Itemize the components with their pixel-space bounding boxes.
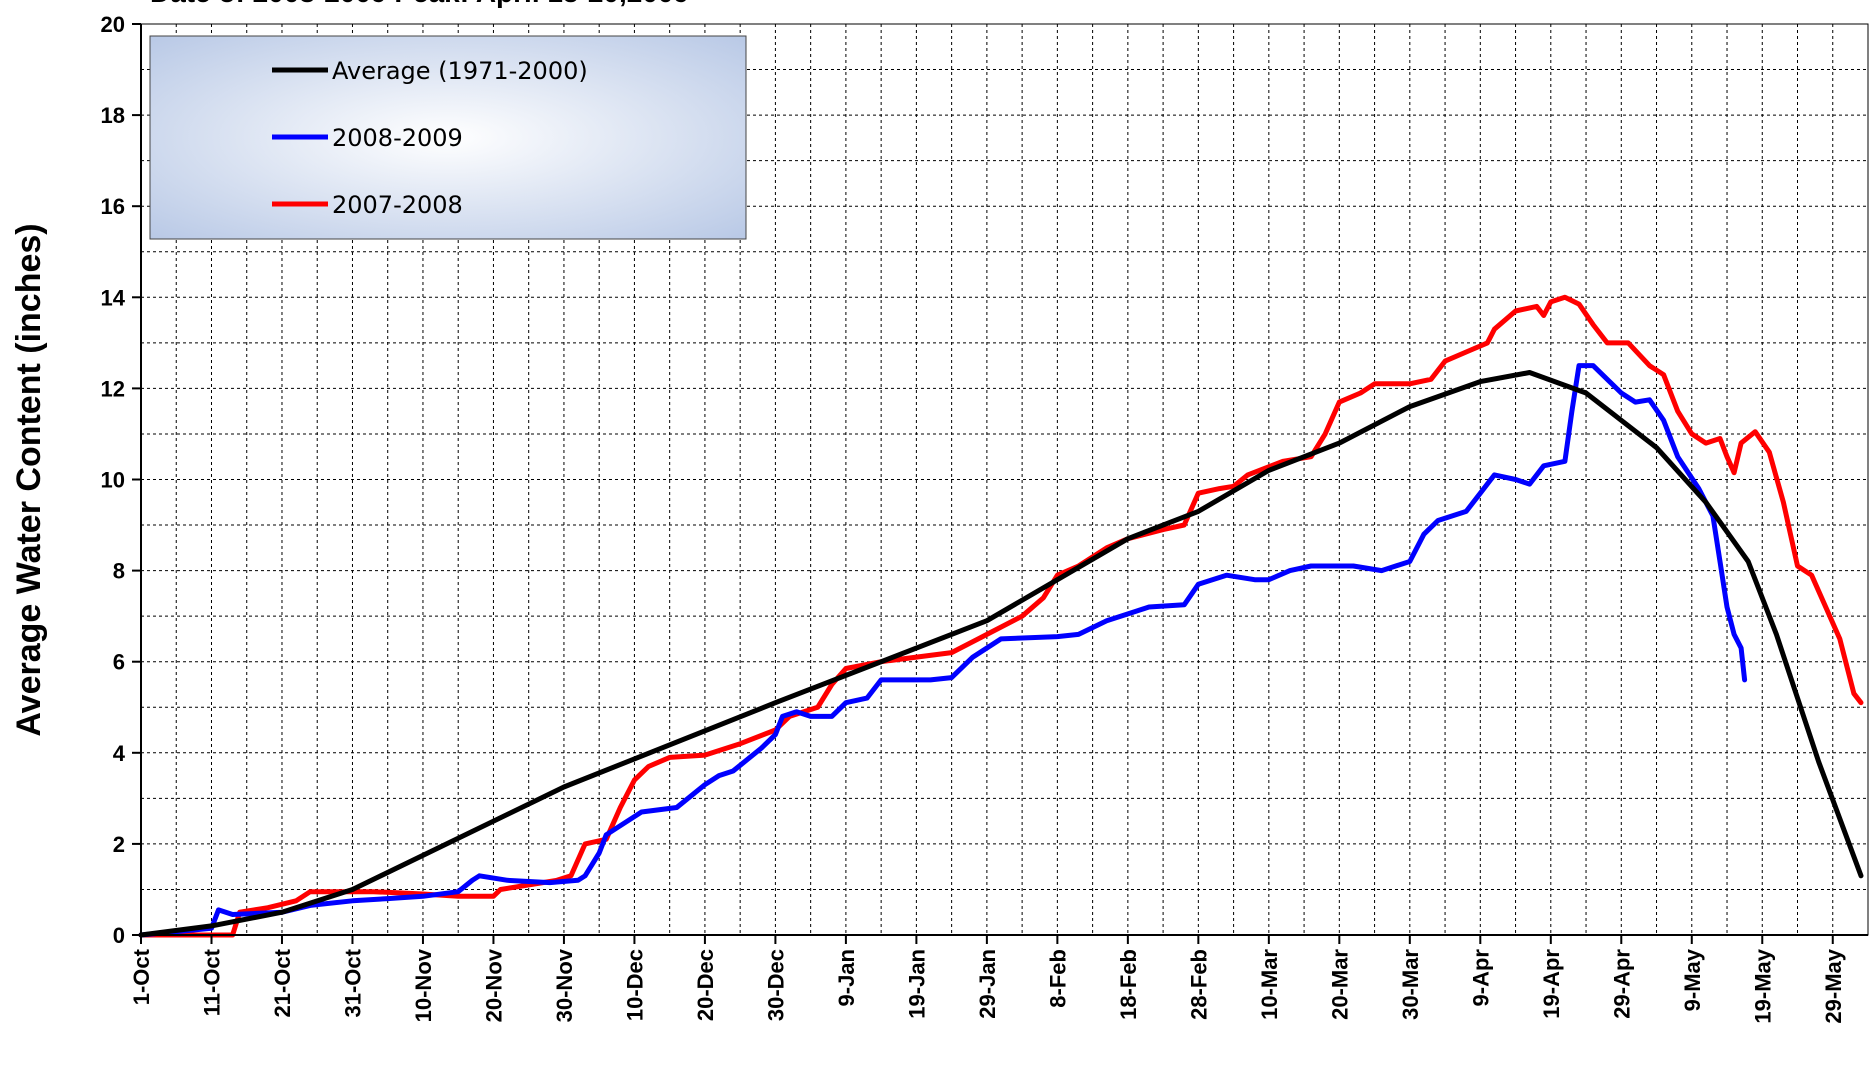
axes: 0 2 4 6 8 10 12 14 16 18 20 1-Oct 11-Oct 21-Oct 31-Oct… bbox=[101, 12, 1869, 1024]
x-tick-label: 9-Jan bbox=[834, 949, 859, 1006]
x-tick-label: 19-Apr bbox=[1539, 949, 1564, 1019]
y-tick-label: 8 bbox=[113, 559, 125, 584]
lines bbox=[138, 294, 1864, 938]
legend-label: 2008-2009 bbox=[332, 124, 463, 152]
series-line bbox=[138, 363, 1748, 938]
y-tick-label: 4 bbox=[113, 741, 126, 766]
x-tick-label: 30-Nov bbox=[552, 948, 577, 1022]
x-tick-label: 20-Mar bbox=[1327, 949, 1352, 1020]
x-tick-label: 29-Apr bbox=[1609, 949, 1634, 1019]
y-tick-label: 0 bbox=[113, 923, 125, 948]
y-tick-label: 12 bbox=[101, 376, 125, 401]
x-tick-label: 10-Nov bbox=[411, 948, 436, 1022]
x-tick-label: 29-May bbox=[1821, 948, 1846, 1023]
x-tick-label: 20-Dec bbox=[693, 949, 718, 1021]
x-tick-label: 30-Mar bbox=[1398, 949, 1423, 1020]
legend-label: Average (1971-2000) bbox=[332, 57, 588, 85]
x-tick-label: 20-Nov bbox=[481, 948, 506, 1022]
y-tick-label: 10 bbox=[101, 468, 125, 493]
x-tick-label: 10-Dec bbox=[622, 949, 647, 1021]
x-tick-label: 9-Apr bbox=[1468, 949, 1493, 1007]
x-tick-label: 1-Oct bbox=[129, 948, 154, 1005]
y-tick-label: 20 bbox=[101, 12, 125, 37]
y-tick-label: 18 bbox=[101, 103, 125, 128]
y-axis-label: Average Water Content (inches) bbox=[10, 223, 48, 736]
y-tick-label: 16 bbox=[101, 194, 125, 219]
series-line bbox=[138, 294, 1864, 938]
x-tick-label: 11-Oct bbox=[199, 948, 224, 1016]
x-tick-label: 31-Oct bbox=[340, 948, 365, 1017]
x-tick-label: 21-Oct bbox=[270, 948, 295, 1017]
chart-title: Date of 2008-2009 Peak: April 15-20,2009 bbox=[150, 0, 689, 8]
x-tick-label: 8-Feb bbox=[1045, 949, 1070, 1008]
x-tick-label: 28-Feb bbox=[1186, 949, 1211, 1020]
legend: Average (1971-2000) 2008-2009 2007-2008 bbox=[149, 35, 747, 240]
x-tick-label: 19-Jan bbox=[904, 949, 929, 1019]
y-tick-label: 2 bbox=[113, 832, 125, 857]
x-tick-label: 19-May bbox=[1750, 948, 1775, 1023]
y-tick-label: 6 bbox=[113, 650, 125, 675]
x-tick-label: 29-Jan bbox=[975, 949, 1000, 1019]
x-tick-label: 9-May bbox=[1680, 948, 1705, 1011]
x-tick-label: 30-Dec bbox=[763, 949, 788, 1021]
series-line bbox=[138, 370, 1864, 938]
legend-label: 2007-2008 bbox=[332, 191, 463, 219]
y-tick-label: 14 bbox=[101, 285, 126, 310]
x-tick-label: 18-Feb bbox=[1116, 949, 1141, 1020]
x-tick-label: 10-Mar bbox=[1257, 949, 1282, 1020]
legend-box bbox=[149, 35, 747, 240]
